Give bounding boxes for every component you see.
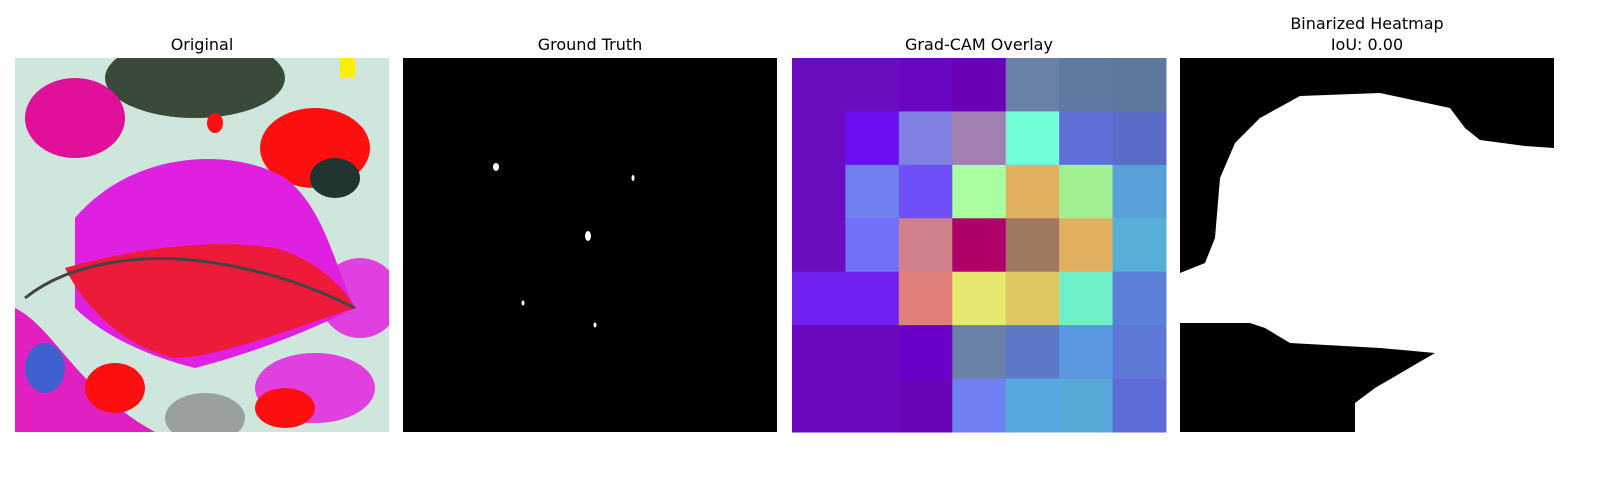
cam-cell [1112,111,1167,166]
panel-title: Ground Truth [538,35,643,54]
cam-cell [1005,111,1060,166]
binarized-heatmap [1180,58,1554,432]
cam-cell [792,325,846,380]
cam-cell [1059,111,1114,166]
cam-cell [1112,218,1167,273]
cam-cell [845,378,900,433]
panel-title: Binarized Heatmap [1290,14,1443,33]
cam-cell [792,378,846,433]
cam-cell [792,111,846,166]
cam-cell [952,58,1007,112]
cam-cell [792,58,846,112]
cam-cell [898,111,953,166]
panel-subtitle: IoU: 0.00 [1331,35,1403,54]
panel-title: Grad-CAM Overlay [905,35,1053,54]
cam-cell [1005,325,1060,380]
cam-cell [845,325,900,380]
cam-cell [898,58,953,112]
original-image [15,58,389,432]
cam-cell [1112,58,1167,112]
cam-cell [792,271,846,326]
cam-cell [898,164,953,219]
cam-cell [898,378,953,433]
cam-cell [845,218,900,273]
cam-cell [1005,218,1060,273]
cam-cell [1059,325,1114,380]
cam-cell [952,271,1007,326]
cam-cell [1005,58,1060,112]
cam-cell [792,218,846,273]
cam-cell [1005,378,1060,433]
cam-cell [1005,164,1060,219]
cam-cell [1005,271,1060,326]
cam-cell [898,271,953,326]
cam-cell [1059,58,1114,112]
cam-cell [845,111,900,166]
cam-cell [952,111,1007,166]
cam-cell [1059,378,1114,433]
cam-cell [845,271,900,326]
cam-cell [952,218,1007,273]
panel-title: Original [171,35,234,54]
cam-cell [952,325,1007,380]
cam-cell [845,164,900,219]
ground-truth-mask [403,58,777,432]
cam-cell [1059,271,1114,326]
cam-cell [1112,164,1167,219]
cam-cell [952,164,1007,219]
cam-cell [898,218,953,273]
cam-cell [1112,325,1167,380]
cam-cell [1112,271,1167,326]
cam-cell [845,58,900,112]
gradcam-overlay [792,58,1167,433]
cam-cell [952,378,1007,433]
cam-cell [1059,218,1114,273]
cam-cell [1112,378,1167,433]
cam-cell [898,325,953,380]
cam-cell [792,164,846,219]
cam-cell [1059,164,1114,219]
